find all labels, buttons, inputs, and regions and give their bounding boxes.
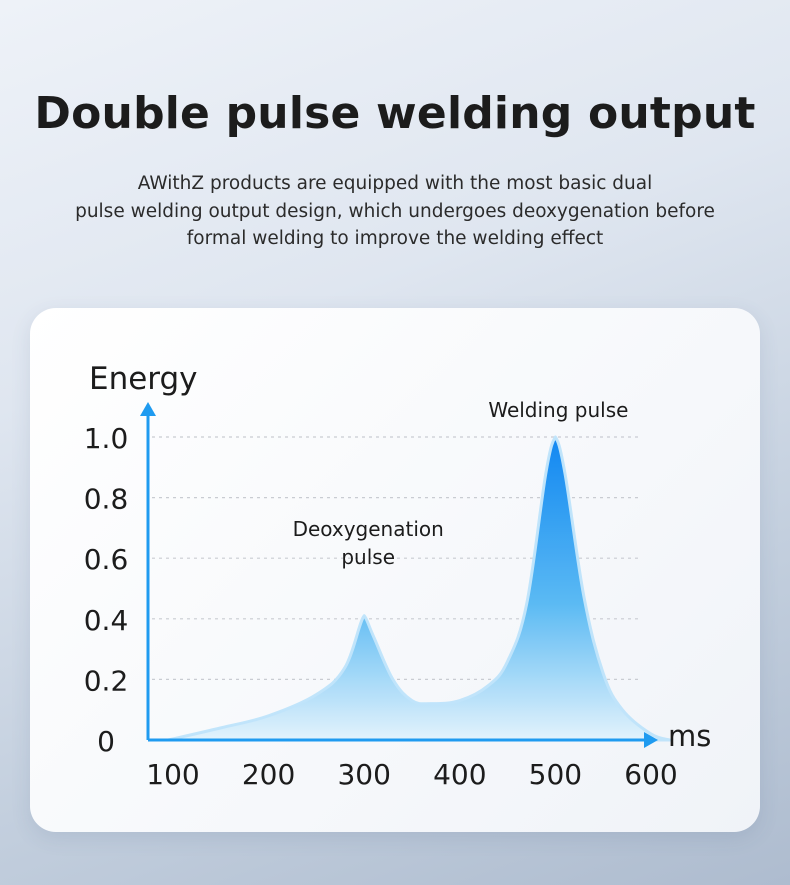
x-tick-label: 300 — [337, 758, 390, 791]
y-tick-label: 0.8 — [84, 483, 129, 516]
x-axis-arrow-icon — [644, 732, 658, 748]
chart-card — [30, 308, 760, 832]
energy-area — [166, 435, 672, 742]
page-title: Double pulse welding output — [34, 88, 756, 139]
y-tick-label: 0 — [97, 725, 115, 758]
subtitle-line: formal welding to improve the welding ef… — [186, 228, 604, 249]
subtitle-line: AWithZ products are equipped with the mo… — [137, 173, 653, 194]
annotation-label: Deoxygenation — [293, 517, 444, 541]
y-tick-label: 0.2 — [84, 664, 129, 697]
x-tick-label: 500 — [529, 758, 582, 791]
x-tick-label: 200 — [242, 758, 295, 791]
annotation-label: Welding pulse — [488, 398, 628, 422]
y-axis-arrow-icon — [140, 402, 156, 416]
x-axis-label: ms — [668, 719, 711, 753]
y-axis-label: Energy — [89, 361, 198, 397]
subtitle-line: pulse welding output design, which under… — [75, 200, 715, 222]
x-tick-label: 400 — [433, 758, 486, 791]
y-tick-label: 1.0 — [84, 422, 129, 455]
x-tick-label: 100 — [146, 758, 199, 791]
page-subtitle: AWithZ products are equipped with the mo… — [40, 170, 750, 253]
x-tick-label: 600 — [624, 758, 677, 791]
y-tick-label: 0.4 — [84, 604, 129, 637]
y-tick-label: 0.6 — [84, 543, 129, 576]
annotation-label: pulse — [341, 545, 395, 569]
